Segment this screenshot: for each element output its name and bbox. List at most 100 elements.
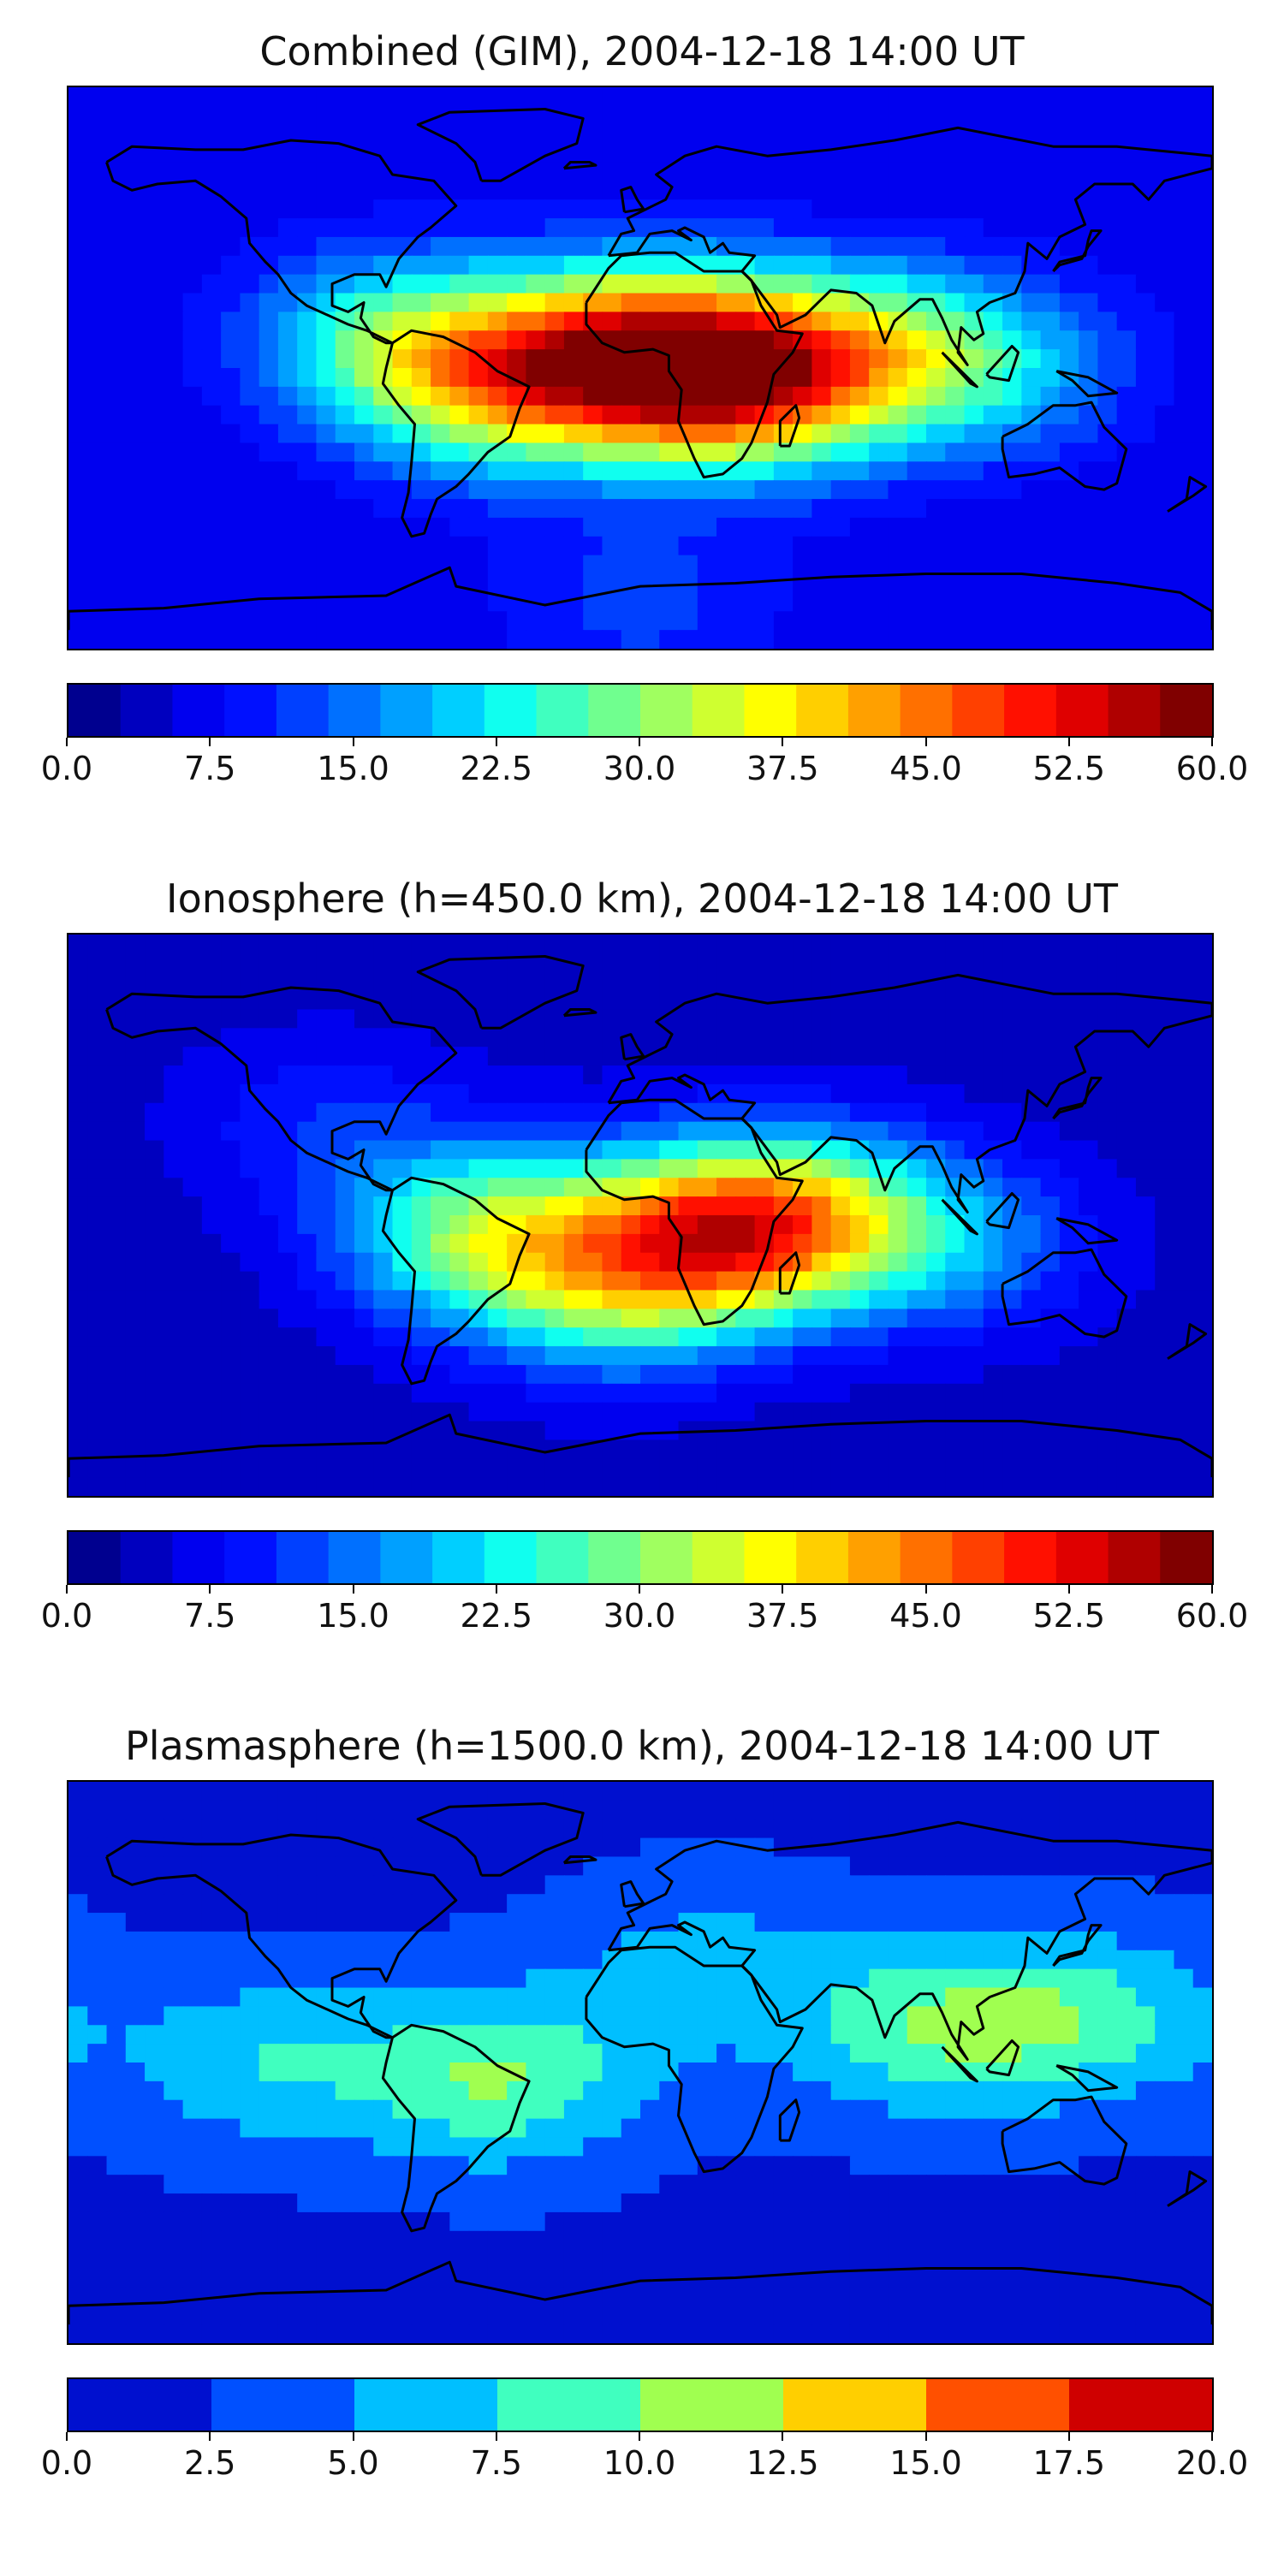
heatmap-cell	[1060, 1141, 1079, 1160]
heatmap-cell	[412, 499, 431, 519]
heatmap-cell	[163, 1084, 183, 1104]
heatmap-cell	[545, 330, 565, 350]
heatmap-cell	[774, 537, 794, 556]
heatmap-cell	[1079, 1819, 1098, 1839]
heatmap-cell	[316, 87, 336, 107]
heatmap-cell	[774, 349, 794, 369]
heatmap-cell	[469, 256, 489, 276]
heatmap-cell	[449, 294, 469, 313]
heatmap-cell	[1193, 1234, 1212, 1254]
heatmap-cell	[850, 1009, 870, 1029]
heatmap-cell	[640, 275, 660, 294]
heatmap-cell	[755, 611, 775, 631]
heatmap-cell	[1060, 275, 1079, 294]
heatmap-cell	[564, 1234, 584, 1254]
heatmap-cell	[240, 406, 259, 425]
heatmap-cell	[163, 1272, 183, 1291]
chart-title-ionosphere: Ionosphere (h=450.0 km), 2004-12-18 14:0…	[0, 873, 1284, 924]
heatmap-cell	[507, 537, 526, 556]
heatmap-cell	[68, 1103, 88, 1123]
heatmap-cell	[564, 2025, 584, 2045]
heatmap-cell	[449, 87, 469, 107]
heatmap-cell	[278, 181, 298, 200]
heatmap-cell	[755, 1477, 775, 1496]
heatmap-cell	[811, 181, 831, 200]
heatmap-cell	[336, 480, 355, 500]
heatmap-cell	[545, 461, 565, 481]
heatmap-cell	[412, 256, 431, 276]
heatmap-cell	[811, 218, 831, 238]
heatmap-cell	[811, 630, 831, 649]
heatmap-cell	[811, 991, 831, 1011]
heatmap-cell	[621, 592, 641, 612]
heatmap-cell	[984, 1178, 1003, 1197]
heatmap-cell	[831, 1159, 851, 1178]
heatmap-cell	[126, 1178, 146, 1197]
heatmap-cell	[602, 275, 621, 294]
heatmap-cell	[87, 972, 107, 992]
heatmap-cell	[526, 1215, 545, 1235]
heatmap-cell	[1021, 1215, 1041, 1235]
heatmap-cell	[163, 1801, 183, 1820]
heatmap-cell	[965, 87, 984, 107]
heatmap-cell	[87, 349, 107, 369]
heatmap-cell	[698, 368, 717, 388]
heatmap-cell	[811, 1894, 831, 1914]
heatmap-cell	[735, 592, 755, 612]
heatmap-cell	[1079, 1009, 1098, 1029]
heatmap-cell	[1060, 1403, 1079, 1422]
heatmap-cell	[640, 1103, 660, 1123]
heatmap-cell	[1060, 1159, 1079, 1178]
heatmap-cell	[926, 1141, 946, 1160]
heatmap-cell	[965, 1384, 984, 1404]
heatmap-cell	[202, 1159, 222, 1178]
heatmap-cell	[602, 199, 621, 219]
heatmap-cell	[926, 1272, 946, 1291]
heatmap-cell	[469, 935, 489, 954]
heatmap-cell	[316, 2119, 336, 2139]
heatmap-cell	[183, 2119, 203, 2139]
heatmap-cell	[278, 2137, 298, 2157]
heatmap-cell	[1097, 1988, 1117, 2008]
heatmap-cell	[316, 330, 336, 350]
heatmap-cell	[68, 1327, 88, 1347]
heatmap-cell	[373, 237, 393, 257]
heatmap-cell	[412, 1782, 431, 1801]
heatmap-cell	[278, 424, 298, 444]
heatmap-cell	[907, 1932, 927, 1951]
heatmap-cell	[755, 1403, 775, 1422]
heatmap-cell	[984, 1932, 1003, 1951]
heatmap-cell	[1021, 1477, 1041, 1496]
heatmap-cell	[1136, 275, 1156, 294]
heatmap-cell	[564, 349, 584, 369]
heatmap-cell	[469, 972, 489, 992]
heatmap-cell	[126, 406, 146, 425]
colorbar-swatches-ionosphere	[68, 1532, 1212, 1583]
heatmap-cell	[316, 1272, 336, 1291]
heatmap-cell	[640, 442, 660, 462]
heatmap-cell	[602, 2006, 621, 2026]
heatmap-cell	[640, 2137, 660, 2157]
heatmap-cell	[1136, 1159, 1156, 1178]
heatmap-cell	[850, 1122, 870, 1142]
heatmap-cell	[278, 1084, 298, 1104]
heatmap-cell	[507, 294, 526, 313]
heatmap-cell	[811, 312, 831, 331]
heatmap-cell	[202, 1913, 222, 1932]
heatmap-cell	[373, 1084, 393, 1104]
heatmap-cell	[583, 1346, 603, 1366]
heatmap-cell	[259, 199, 279, 219]
heatmap-cell	[373, 1103, 393, 1123]
heatmap-cell	[888, 2081, 907, 2101]
heatmap-cell	[679, 1215, 698, 1235]
heatmap-cell	[373, 1894, 393, 1914]
heatmap-cell	[1193, 1178, 1212, 1197]
heatmap-cell	[1117, 1178, 1137, 1197]
heatmap-cell	[221, 953, 241, 973]
heatmap-cell	[526, 2044, 545, 2063]
colorbar-swatch	[537, 685, 589, 736]
heatmap-cell	[336, 1856, 355, 1876]
heatmap-cell	[526, 1819, 545, 1839]
heatmap-cell	[583, 1028, 603, 1048]
heatmap-cell	[354, 87, 374, 107]
